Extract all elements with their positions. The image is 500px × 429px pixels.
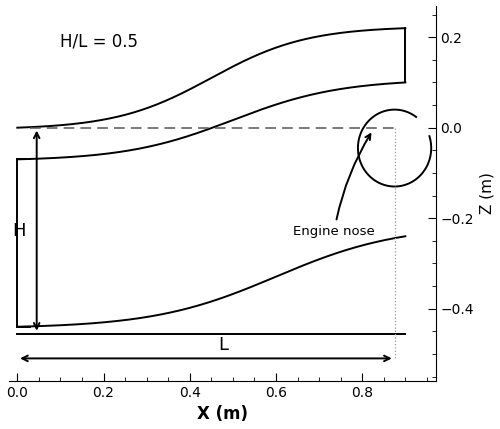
Y-axis label: Z (m): Z (m) (480, 172, 494, 214)
Text: H/L = 0.5: H/L = 0.5 (60, 33, 138, 51)
Text: H: H (12, 222, 26, 240)
Text: Engine nose: Engine nose (294, 134, 375, 238)
Text: L: L (218, 336, 228, 354)
X-axis label: X (m): X (m) (196, 405, 248, 423)
